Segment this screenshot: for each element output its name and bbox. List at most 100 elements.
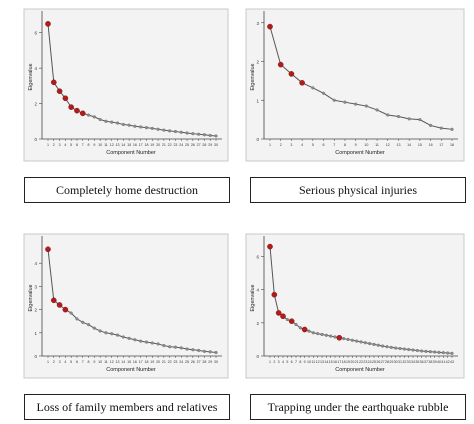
x-axis-label: Component Number	[335, 150, 385, 156]
x-tick-label: 13	[116, 143, 120, 147]
x-tick-label: 16	[133, 143, 137, 147]
data-point	[92, 115, 96, 119]
data-point	[191, 132, 195, 136]
data-point	[139, 339, 143, 343]
data-point	[139, 125, 143, 129]
data-point	[398, 346, 402, 351]
data-point	[298, 326, 302, 330]
data-point	[329, 334, 333, 338]
x-tick-label: 9	[304, 360, 306, 364]
highlight-point	[74, 107, 80, 114]
data-point	[385, 345, 389, 349]
highlight-point	[62, 95, 69, 102]
data-point	[343, 100, 347, 104]
x-tick-label: 1	[269, 360, 271, 364]
x-tick-label: 31	[398, 360, 402, 364]
y-tick-label: 0	[256, 354, 259, 359]
data-point	[162, 128, 166, 132]
y-tick-label: 4	[34, 261, 37, 266]
x-tick-label: 4	[64, 360, 66, 364]
highlight-point	[288, 71, 295, 77]
x-tick-label: 14	[407, 143, 411, 147]
data-point	[439, 126, 443, 130]
data-point	[368, 341, 372, 346]
x-tick-label: 5	[70, 143, 72, 147]
x-tick-label: 13	[320, 360, 324, 364]
x-tick-label: 12	[386, 143, 390, 147]
chart-caption: Loss of family members and relatives	[24, 394, 230, 420]
data-point	[441, 351, 445, 355]
data-point	[433, 350, 437, 354]
x-tick-label: 15	[329, 360, 333, 364]
x-tick-label: 3	[278, 360, 280, 364]
x-tick-label: 26	[191, 143, 195, 147]
chart-panel-1: 0 2 4 6 1 2 3 4 5 6 7 8 9 10 11 12 13 14 15 16 17 18 19 20 21 22 2…	[10, 5, 230, 203]
data-point	[150, 126, 154, 130]
x-tick-label: 14	[121, 143, 125, 147]
highlight-point	[336, 334, 343, 341]
x-axis-label: Component Number	[106, 150, 156, 156]
x-tick-label: 8	[344, 143, 346, 147]
y-axis-label: Eigenvalue	[250, 63, 256, 90]
highlight-point	[56, 302, 63, 308]
x-tick-label: 7	[295, 360, 297, 364]
data-point	[446, 351, 450, 355]
x-tick-label: 4	[282, 360, 284, 364]
data-point	[350, 338, 354, 342]
x-tick-label: 28	[202, 360, 206, 364]
x-tick-label: 19	[346, 360, 350, 364]
x-tick-label: 6	[323, 143, 325, 147]
x-tick-label: 8	[88, 143, 90, 147]
x-tick-label: 28	[202, 143, 206, 147]
data-point	[376, 343, 380, 347]
y-tick-label: 3	[34, 284, 37, 289]
y-tick-label: 4	[34, 66, 37, 71]
x-axis-label: Component Number	[335, 367, 385, 373]
x-tick-label: 12	[110, 360, 114, 364]
data-point	[168, 129, 172, 133]
x-tick-label: 7	[82, 360, 84, 364]
x-tick-label: 1	[269, 143, 271, 147]
x-tick-label: 5	[286, 360, 288, 364]
y-tick-label: 0	[256, 137, 259, 142]
x-tick-label: 21	[162, 143, 166, 147]
data-point	[307, 329, 311, 333]
data-point	[364, 104, 368, 108]
data-point	[294, 322, 298, 327]
data-point	[185, 131, 189, 135]
data-point	[402, 347, 406, 351]
data-point	[355, 339, 359, 343]
x-tick-label: 34	[411, 360, 415, 364]
data-point	[110, 332, 114, 336]
data-point	[389, 345, 393, 349]
x-tick-label: 17	[139, 360, 143, 364]
x-tick-label: 11	[104, 360, 108, 364]
x-tick-label: 24	[179, 143, 183, 147]
x-tick-label: 41	[441, 360, 445, 364]
data-point	[98, 329, 102, 333]
x-tick-label: 19	[150, 360, 154, 364]
y-tick-label: 6	[34, 31, 37, 36]
highlight-point	[301, 326, 308, 333]
chart-caption: Completely home destruction	[24, 177, 230, 203]
x-tick-label: 29	[208, 360, 212, 364]
highlight-point	[45, 21, 51, 27]
data-point	[285, 317, 289, 322]
x-tick-label: 19	[150, 143, 154, 147]
x-tick-label: 29	[389, 360, 393, 364]
x-tick-label: 8	[299, 360, 301, 364]
data-point	[375, 108, 379, 112]
x-tick-label: 16	[429, 143, 433, 147]
data-point	[110, 120, 114, 124]
x-tick-label: 28	[385, 360, 389, 364]
x-tick-label: 3	[59, 143, 61, 147]
x-tick-label: 3	[59, 360, 61, 364]
data-point	[214, 350, 218, 355]
x-tick-label: 1	[47, 143, 49, 147]
x-tick-label: 32	[402, 360, 406, 364]
data-point	[372, 342, 376, 346]
x-tick-label: 14	[121, 360, 125, 364]
data-point	[320, 332, 324, 337]
data-point	[86, 113, 91, 117]
x-tick-label: 27	[381, 360, 385, 364]
